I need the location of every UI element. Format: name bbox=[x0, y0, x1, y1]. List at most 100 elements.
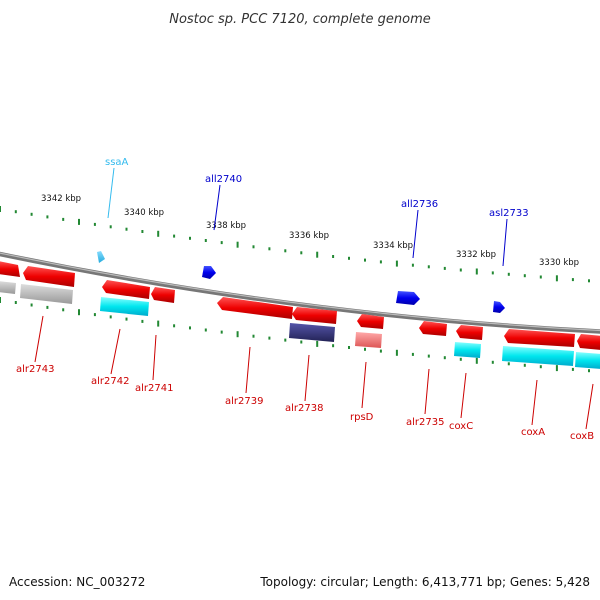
gene-label-alr2739[interactable]: alr2739 bbox=[225, 396, 263, 407]
genome-backbone bbox=[0, 251, 600, 334]
gene-pink-rpsD[interactable] bbox=[355, 332, 382, 348]
track-tick bbox=[46, 305, 49, 309]
track-tick bbox=[379, 349, 382, 353]
track-tick bbox=[125, 227, 128, 231]
gene-cyan-coxB[interactable] bbox=[575, 352, 600, 369]
gene-gray-left[interactable] bbox=[0, 281, 16, 294]
upper-gene-labels: ssaA all2740 all2736 asl2733 bbox=[105, 157, 529, 267]
track-tick bbox=[173, 324, 176, 328]
gene-coxB[interactable] bbox=[577, 334, 600, 350]
accession-text: Accession: NC_003272 bbox=[9, 575, 145, 589]
tick-label: 3330 kbp bbox=[539, 258, 579, 268]
lower-gene-labels: alr2743 alr2742 alr2741 alr2739 alr2738 … bbox=[16, 315, 594, 442]
track-tick bbox=[109, 225, 112, 229]
track-tick bbox=[459, 268, 462, 272]
track-tick bbox=[588, 369, 590, 373]
gene-label-all2736[interactable]: all2736 bbox=[401, 199, 438, 210]
gene-alr2738[interactable] bbox=[292, 307, 337, 324]
gene-ssaA[interactable] bbox=[97, 251, 105, 263]
track-tick bbox=[571, 367, 574, 371]
upper-dotted-track bbox=[0, 206, 590, 283]
track-tick bbox=[427, 265, 430, 269]
gene-label-coxC[interactable]: coxC bbox=[449, 421, 473, 432]
leader-line bbox=[110, 328, 121, 375]
track-tick bbox=[62, 217, 65, 221]
track-tick bbox=[507, 362, 510, 366]
gene-navy-2738[interactable] bbox=[289, 323, 335, 342]
gene-label-rpsD[interactable]: rpsD bbox=[350, 412, 374, 423]
gene-label-coxB[interactable]: coxB bbox=[570, 431, 594, 442]
track-tick bbox=[443, 266, 446, 270]
track-tick bbox=[507, 272, 510, 276]
leader-line bbox=[531, 379, 538, 426]
track-tick bbox=[109, 315, 112, 319]
track-tick bbox=[523, 363, 526, 367]
track-tick bbox=[539, 275, 542, 279]
track-tick bbox=[364, 258, 366, 262]
gene-gray-2743[interactable] bbox=[20, 284, 73, 304]
gene-red-left-edge[interactable] bbox=[0, 261, 20, 277]
track-tick bbox=[78, 218, 80, 225]
track-tick bbox=[252, 245, 255, 249]
gene-label-alr2741[interactable]: alr2741 bbox=[135, 383, 173, 394]
map-title: Nostoc sp. PCC 7120, complete genome bbox=[169, 12, 431, 27]
track-tick bbox=[14, 301, 17, 304]
track-tick bbox=[46, 215, 49, 219]
track-tick bbox=[125, 317, 128, 321]
track-tick bbox=[395, 260, 398, 267]
gene-label-asl2733[interactable]: asl2733 bbox=[489, 208, 529, 219]
gene-cyan-coxC[interactable] bbox=[454, 342, 481, 358]
gene-label-coxA[interactable]: coxA bbox=[521, 427, 545, 438]
gene-label-alr2738[interactable]: alr2738 bbox=[285, 403, 323, 414]
leader-line bbox=[245, 346, 251, 394]
track-tick bbox=[93, 222, 96, 226]
gene-alr2735[interactable] bbox=[419, 321, 447, 336]
leader-line bbox=[213, 184, 221, 231]
gene-label-alr2743[interactable]: alr2743 bbox=[16, 364, 54, 375]
leader-line bbox=[152, 334, 157, 381]
forward-strand-features bbox=[0, 261, 600, 369]
gene-label-ssaA[interactable]: ssaA bbox=[105, 157, 129, 168]
track-tick bbox=[364, 347, 366, 351]
gene-all2736[interactable] bbox=[396, 291, 420, 305]
track-tick bbox=[141, 230, 144, 233]
track-tick bbox=[78, 309, 80, 316]
gene-label-alr2742[interactable]: alr2742 bbox=[91, 376, 129, 387]
track-tick bbox=[0, 206, 1, 212]
track-tick bbox=[475, 357, 478, 364]
track-tick bbox=[204, 239, 207, 242]
gene-cyan-coxA[interactable] bbox=[502, 346, 574, 366]
gene-all2740[interactable] bbox=[202, 266, 216, 279]
gene-label-all2740[interactable]: all2740 bbox=[205, 174, 242, 185]
track-tick bbox=[236, 241, 239, 248]
track-tick bbox=[284, 249, 287, 253]
track-tick bbox=[236, 331, 239, 338]
track-tick bbox=[157, 230, 160, 237]
track-tick bbox=[252, 334, 255, 338]
track-tick bbox=[141, 319, 144, 323]
leader-line bbox=[585, 383, 594, 430]
track-tick bbox=[539, 365, 542, 369]
track-tick bbox=[284, 338, 287, 342]
track-tick bbox=[173, 234, 176, 238]
gene-alr2739[interactable] bbox=[217, 297, 293, 319]
track-tick bbox=[93, 313, 96, 317]
gene-rpsD[interactable] bbox=[357, 314, 384, 329]
track-tick bbox=[14, 210, 17, 214]
tick-label: 3336 kbp bbox=[289, 231, 329, 241]
gene-alr2743[interactable] bbox=[23, 266, 75, 287]
gene-cyan-2742[interactable] bbox=[100, 297, 149, 316]
leader-line bbox=[412, 209, 419, 259]
gene-alr2741[interactable] bbox=[151, 287, 175, 303]
track-tick bbox=[475, 268, 478, 275]
track-tick bbox=[555, 365, 558, 372]
track-tick bbox=[411, 263, 414, 267]
leader-line bbox=[34, 315, 44, 363]
track-tick bbox=[220, 241, 223, 245]
track-tick bbox=[157, 320, 160, 327]
gene-asl2733[interactable] bbox=[493, 301, 505, 313]
gene-alr2742[interactable] bbox=[102, 280, 150, 299]
gene-coxC[interactable] bbox=[456, 325, 483, 340]
gene-label-alr2735[interactable]: alr2735 bbox=[406, 417, 444, 428]
gene-coxA[interactable] bbox=[504, 329, 575, 347]
